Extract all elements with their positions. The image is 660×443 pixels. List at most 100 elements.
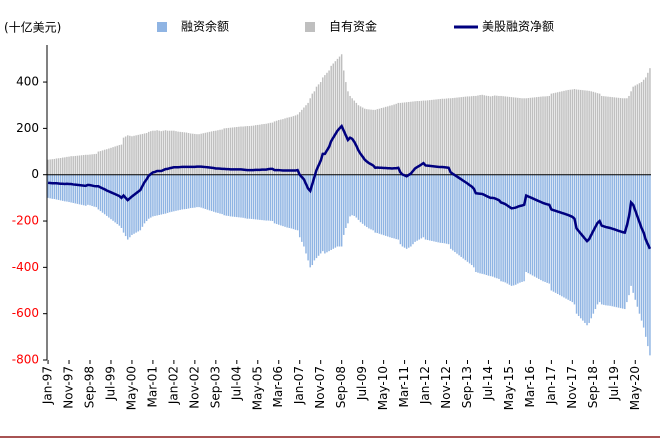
bar (326, 174, 328, 253)
bar (384, 174, 387, 236)
bar (594, 174, 597, 310)
bar (506, 96, 509, 175)
bar (391, 105, 393, 175)
bar (296, 174, 299, 231)
bar (278, 174, 280, 225)
bar (219, 174, 221, 214)
bar (563, 174, 565, 298)
bar (254, 174, 257, 220)
bar (510, 97, 513, 175)
bar (521, 98, 523, 175)
bar (313, 91, 316, 175)
bar (567, 174, 569, 300)
bar (343, 174, 345, 235)
bar (456, 174, 458, 254)
bar (399, 174, 402, 245)
bar (403, 174, 406, 248)
bar (632, 174, 634, 293)
bar (95, 174, 98, 208)
bar (525, 98, 527, 175)
bar (649, 68, 651, 175)
bar (638, 83, 641, 175)
bar (328, 174, 330, 252)
bar (326, 72, 328, 175)
bar (252, 174, 255, 220)
bar (225, 128, 228, 175)
bar (343, 70, 345, 175)
bar (240, 174, 242, 218)
bar (192, 133, 194, 175)
bar (229, 127, 232, 175)
bar (582, 174, 584, 321)
bar (351, 174, 353, 216)
bar (517, 97, 519, 175)
bar (429, 100, 431, 175)
bar (485, 174, 488, 275)
bar (542, 96, 544, 175)
x-tick-label: Nov-97 (62, 366, 76, 409)
bar (319, 174, 322, 254)
bar (78, 174, 81, 205)
bar (317, 84, 320, 175)
bar (233, 174, 236, 217)
x-tick-label: Mar-01 (145, 366, 159, 407)
bar (177, 131, 179, 175)
bar (280, 174, 282, 226)
bar (271, 174, 274, 222)
bar (494, 174, 496, 278)
bar (257, 174, 259, 220)
bar (87, 154, 89, 175)
bar (584, 174, 586, 323)
bar (527, 98, 530, 175)
bar (504, 96, 506, 175)
bar (401, 102, 404, 175)
bar (200, 174, 202, 208)
bar (204, 132, 207, 175)
bar (483, 174, 486, 275)
bar (626, 98, 628, 175)
bar (565, 174, 567, 299)
bar (154, 174, 156, 216)
bar (347, 174, 349, 224)
x-tick-label: May-20 (628, 366, 642, 410)
bar (529, 97, 532, 175)
bar (303, 107, 305, 175)
x-tick-label: Jul-14 (481, 366, 495, 401)
x-tick-label: Jul-99 (103, 366, 117, 401)
bar (588, 90, 590, 175)
bar (147, 131, 150, 175)
bar (408, 101, 410, 175)
bar (441, 174, 444, 244)
bar (577, 89, 580, 175)
bar (275, 120, 278, 175)
bar (70, 174, 72, 203)
bar (145, 174, 148, 222)
bar (196, 174, 198, 208)
bar (531, 97, 534, 175)
bar (531, 174, 534, 276)
bar (322, 174, 324, 252)
bar (445, 98, 448, 175)
bar (384, 106, 387, 175)
bar (120, 144, 123, 175)
bar (527, 174, 530, 274)
bar (548, 95, 551, 175)
bar (634, 174, 637, 300)
bar (158, 174, 160, 216)
bar (273, 174, 276, 224)
bar (586, 174, 588, 326)
bar (489, 96, 492, 175)
y-tick-label: 0 (31, 167, 39, 181)
bar (244, 174, 246, 219)
bar (147, 174, 150, 219)
bar (575, 89, 578, 175)
bar (53, 174, 56, 200)
bar (143, 133, 146, 175)
bar (500, 95, 502, 175)
bar (51, 159, 53, 175)
bar (567, 89, 569, 175)
bar (573, 89, 576, 175)
bar (479, 174, 481, 274)
bar (229, 174, 232, 217)
bar (554, 174, 557, 293)
